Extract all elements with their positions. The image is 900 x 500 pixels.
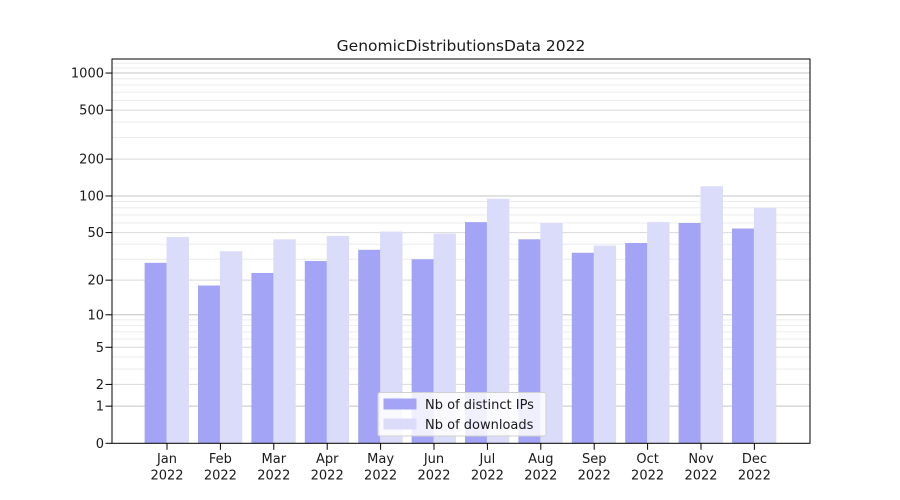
- legend-label-distinct-ips: Nb of distinct IPs: [425, 398, 534, 413]
- bar-downloads: [753, 207, 777, 444]
- bar-downloads: [380, 231, 403, 444]
- bar-downloads: [540, 222, 563, 444]
- legend-swatch-distinct-ips: [383, 398, 417, 410]
- bars: [144, 186, 777, 444]
- axes: 0 1 2 5 10 20 50 100 200 500 1000 Jan 2022 Feb 2022 Mar…: [71, 58, 811, 484]
- bar-downloads: [593, 245, 617, 444]
- y-tick-label: 50: [87, 226, 104, 241]
- bar-distinct-ips: [625, 242, 648, 444]
- x-tick-label-month: Oct: [636, 452, 658, 467]
- x-tick-label-month: Jun: [423, 452, 444, 467]
- bar-distinct-ips: [571, 252, 595, 444]
- y-tick-label: 5: [96, 341, 104, 356]
- y-tick-label: 20: [87, 274, 104, 289]
- bar-distinct-ips: [358, 249, 381, 444]
- bar-downloads: [700, 186, 723, 444]
- y-tick-label: 200: [79, 153, 104, 168]
- chart-title: GenomicDistributionsData 2022: [337, 37, 586, 55]
- legend-label-downloads: Nb of downloads: [425, 418, 534, 433]
- bar-downloads: [486, 198, 510, 444]
- y-tick-label: 1: [96, 400, 104, 415]
- x-tick-label-year: 2022: [631, 469, 664, 484]
- bar-downloads: [166, 236, 189, 444]
- x-tick-label-year: 2022: [311, 469, 344, 484]
- x-tick-label-month: May: [367, 452, 394, 467]
- x-tick-label-month: Feb: [209, 452, 232, 467]
- x-tick-label-year: 2022: [524, 469, 557, 484]
- y-tick-label: 0: [96, 437, 104, 452]
- x-tick-label-month: Jan: [156, 452, 177, 467]
- bar-distinct-ips: [144, 262, 167, 444]
- bar-distinct-ips: [732, 228, 755, 444]
- x-tick-label-year: 2022: [417, 469, 450, 484]
- bar-distinct-ips: [465, 222, 488, 444]
- x-tick-label-month: Mar: [262, 452, 287, 467]
- legend-swatch-downloads: [383, 418, 417, 430]
- bar-downloads: [326, 235, 350, 444]
- x-tick-label-month: Nov: [688, 452, 714, 467]
- bar-distinct-ips: [678, 222, 701, 444]
- bar-downloads: [219, 251, 243, 444]
- x-tick-label-month: Aug: [528, 452, 553, 467]
- legend-box: [377, 392, 547, 437]
- x-tick-label-year: 2022: [364, 469, 397, 484]
- x-tick-label-month: Jul: [479, 452, 496, 467]
- bar-downloads: [433, 233, 456, 444]
- bar-distinct-ips: [304, 261, 328, 444]
- bar-downloads: [273, 239, 296, 444]
- x-tick-label-year: 2022: [684, 469, 717, 484]
- bar-distinct-ips: [198, 285, 221, 444]
- legend: Nb of distinct IPs Nb of downloads: [377, 392, 547, 437]
- y-tick-label: 10: [87, 308, 104, 323]
- x-tick-label-month: Sep: [582, 452, 607, 467]
- x-tick-label-year: 2022: [204, 469, 237, 484]
- x-tick-label-month: Dec: [742, 452, 767, 467]
- x-tick-label-year: 2022: [471, 469, 504, 484]
- y-tick-label: 500: [79, 104, 104, 119]
- x-tick-label-year: 2022: [578, 469, 611, 484]
- plot-border: [111, 58, 811, 444]
- x-tick-label-year: 2022: [257, 469, 290, 484]
- x-tick-label-month: Apr: [316, 452, 339, 467]
- y-tick-label: 2: [96, 378, 104, 393]
- y-tick-label: 1000: [71, 67, 104, 82]
- x-tick-label-year: 2022: [150, 469, 183, 484]
- bar-distinct-ips: [251, 272, 274, 444]
- x-tick-label-year: 2022: [738, 469, 771, 484]
- y-tick-label: 100: [79, 189, 104, 204]
- bar-downloads: [647, 222, 670, 444]
